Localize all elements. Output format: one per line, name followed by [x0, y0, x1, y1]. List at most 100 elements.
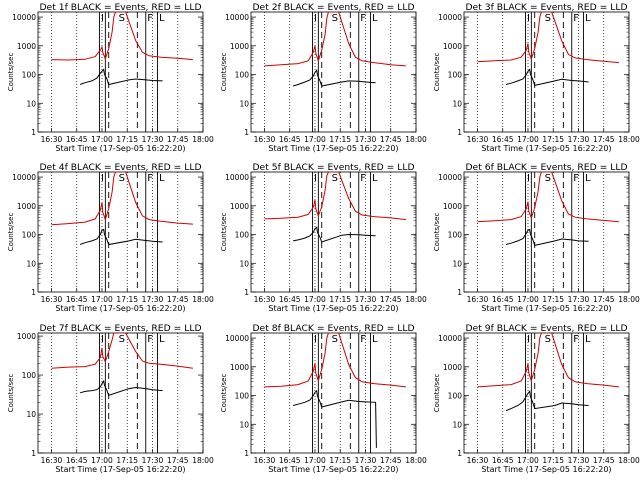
panel-det-9: Det 9f BLACK = Events, RED = LLD 1 10 100 10… [433, 323, 640, 474]
interval-marker-label: F [573, 334, 579, 345]
y-tick-label: 10000 [225, 13, 249, 22]
x-tick-label: 17:00 [517, 135, 539, 144]
y-tick-label: 10 [239, 420, 249, 429]
panel-title: Det 2f BLACK = Events, RED = LLD [252, 2, 414, 13]
panel-title: Det 1f BLACK = Events, RED = LLD [39, 2, 201, 13]
series-lld-line [264, 172, 406, 221]
series-events-line [79, 68, 163, 86]
x-axis-label: Start Time (17-Sep-05 16:22:20) [481, 304, 611, 313]
x-tick-label: 17:45 [380, 295, 402, 304]
y-tick-label: 100 [22, 371, 37, 380]
y-tick-label: 10 [452, 259, 462, 268]
panel-det-8: Det 8f BLACK = Events, RED = LLD 1 10 100 10… [220, 323, 427, 474]
series-lld-line [264, 333, 406, 388]
y-tick-label: 1000 [230, 202, 249, 211]
x-tick-label: 16:30 [467, 135, 489, 144]
x-tick-label: 17:00 [304, 456, 326, 465]
y-tick-label: 10000 [12, 173, 36, 182]
y-axis-label: Counts/sec [220, 53, 228, 92]
x-tick-label: 17:00 [304, 135, 326, 144]
y-tick-label: 10000 [438, 173, 462, 182]
plot-frame [37, 11, 204, 133]
panel-title: Det 3f BLACK = Events, RED = LLD [465, 2, 627, 13]
x-tick-label: 17:30 [355, 135, 377, 144]
x-tick-label: 16:30 [254, 456, 276, 465]
y-tick-label: 10000 [12, 13, 36, 22]
x-tick-label: 17:00 [517, 295, 539, 304]
plot-frame [463, 11, 630, 133]
series-events-line [293, 226, 376, 243]
interval-marker-label: L [585, 173, 591, 184]
panel-title: Det 5f BLACK = Events, RED = LLD [252, 162, 414, 173]
x-axis-label: Start Time (17-Sep-05 16:22:20) [268, 304, 398, 313]
y-tick-label: 10000 [225, 334, 249, 343]
x-tick-label: 16:45 [66, 456, 88, 465]
x-tick-label: 18:00 [192, 456, 214, 465]
series-events-line [505, 68, 589, 86]
y-axis-label: Counts/sec [220, 213, 228, 252]
x-tick-label: 16:30 [467, 456, 489, 465]
interval-marker-label: S [119, 173, 125, 184]
series-lld-line [51, 12, 193, 61]
series-lld-line [477, 12, 619, 64]
interval-marker-label: F [147, 173, 153, 184]
plot-frame [250, 171, 417, 293]
y-axis-label: Counts/sec [433, 374, 441, 413]
plot-frame [463, 332, 630, 454]
y-tick-label: 100 [448, 231, 463, 240]
x-tick-label: 17:30 [355, 295, 377, 304]
x-tick-label: 17:45 [167, 456, 189, 465]
y-tick-label: 1000 [230, 363, 249, 372]
y-tick-label: 100 [22, 231, 37, 240]
panel-det-3: Det 3f BLACK = Events, RED = LLD 1 10 100 10… [433, 2, 640, 153]
y-tick-label: 10000 [438, 13, 462, 22]
x-tick-label: 18:00 [405, 295, 427, 304]
interval-marker-label: F [573, 13, 579, 24]
y-tick-label: 1 [457, 449, 462, 458]
y-tick-label: 100 [22, 71, 37, 80]
y-tick-label: 1 [457, 128, 462, 137]
panel-det-4: Det 4f BLACK = Events, RED = LLD 1 10 100 10… [7, 162, 214, 313]
series-events-line [505, 390, 589, 412]
y-tick-label: 1000 [17, 332, 36, 341]
x-tick-label: 16:45 [492, 135, 514, 144]
x-tick-label: 17:15 [329, 456, 351, 465]
x-tick-label: 17:00 [304, 295, 326, 304]
x-axis-label: Start Time (17-Sep-05 16:22:20) [55, 465, 185, 474]
interval-marker-label: S [545, 334, 551, 345]
interval-marker-label: I [527, 13, 530, 24]
interval-marker-label: F [147, 334, 153, 345]
y-tick-label: 1 [244, 128, 249, 137]
x-axis-label: Start Time (17-Sep-05 16:22:20) [481, 144, 611, 153]
y-tick-label: 1 [31, 128, 36, 137]
y-tick-label: 1000 [17, 202, 36, 211]
x-tick-label: 16:45 [66, 135, 88, 144]
x-axis-label: Start Time (17-Sep-05 16:22:20) [55, 144, 185, 153]
y-tick-label: 10 [452, 99, 462, 108]
x-tick-label: 18:00 [618, 135, 640, 144]
x-tick-label: 16:45 [492, 456, 514, 465]
x-tick-label: 17:15 [116, 135, 138, 144]
x-tick-label: 17:45 [593, 135, 615, 144]
plot-frame [250, 11, 417, 133]
y-tick-label: 1 [457, 288, 462, 297]
y-tick-label: 100 [235, 392, 250, 401]
series-lld-line [264, 12, 406, 67]
y-axis-label: Counts/sec [433, 53, 441, 92]
interval-marker-label: S [545, 173, 551, 184]
x-axis-label: Start Time (17-Sep-05 16:22:20) [268, 144, 398, 153]
x-axis-label: Start Time (17-Sep-05 16:22:20) [55, 304, 185, 313]
interval-marker-label: L [372, 173, 378, 184]
y-tick-label: 1000 [443, 42, 462, 51]
panel-title: Det 6f BLACK = Events, RED = LLD [465, 162, 627, 173]
panel-det-1: Det 1f BLACK = Events, RED = LLD 1 10 100 10… [7, 2, 214, 153]
interval-marker-label: L [159, 173, 165, 184]
x-tick-label: 17:45 [167, 295, 189, 304]
y-tick-label: 1000 [17, 42, 36, 51]
y-tick-label: 10 [239, 99, 249, 108]
panel-title: Det 9f BLACK = Events, RED = LLD [465, 323, 627, 334]
x-tick-label: 17:45 [380, 135, 402, 144]
y-axis-label: Counts/sec [7, 213, 15, 252]
y-tick-label: 1000 [443, 202, 462, 211]
